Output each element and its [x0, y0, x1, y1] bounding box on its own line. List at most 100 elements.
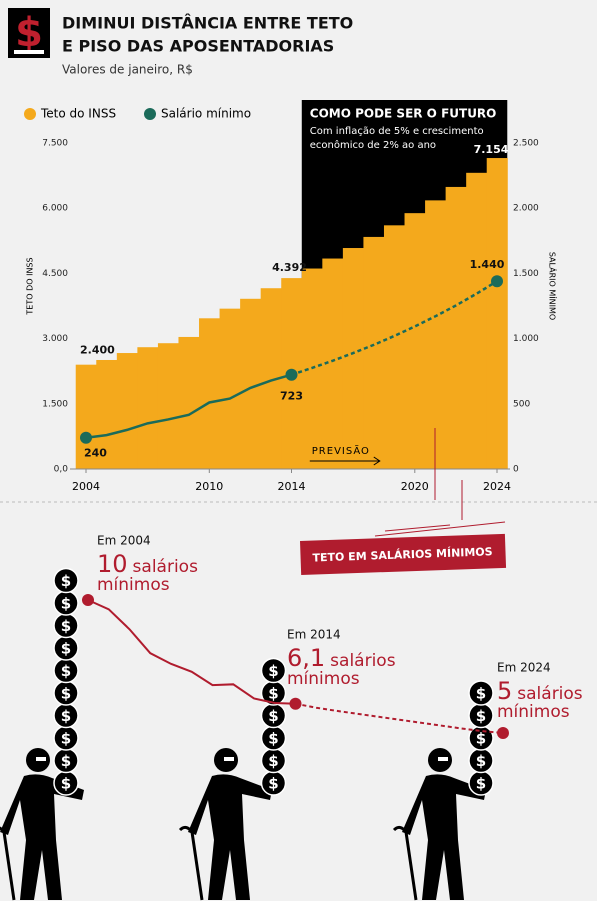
forecast-label: PREVISÃO	[312, 444, 370, 457]
y2-tick-label: 2.000	[513, 204, 539, 214]
coin-symbol: $	[61, 685, 71, 703]
x-tick-label: 2014	[278, 480, 306, 493]
arrow	[309, 456, 381, 466]
coin-symbol: $	[61, 595, 71, 613]
svg-text:$: $	[15, 10, 43, 56]
point	[289, 697, 302, 710]
ratio-line	[295, 702, 504, 734]
decor-line	[384, 524, 451, 532]
coin-symbol: $	[476, 730, 486, 748]
data-label: 240	[84, 447, 107, 460]
y2-tick-label: 1.000	[513, 334, 539, 344]
bar	[363, 236, 385, 469]
coin-symbol: $	[61, 617, 71, 635]
person-icon	[0, 748, 84, 901]
bar	[425, 200, 447, 469]
y2-tick-label: 500	[513, 399, 530, 409]
bar	[445, 186, 467, 469]
bar	[404, 213, 426, 469]
data-label: 4.392	[272, 261, 307, 274]
cane	[392, 825, 418, 901]
bar	[383, 225, 406, 469]
coin-symbol: $	[61, 662, 71, 680]
cane	[0, 826, 16, 901]
bar	[260, 288, 282, 469]
legend-label: Teto do INSS	[40, 107, 116, 121]
logo: $	[8, 8, 50, 58]
glasses	[36, 757, 46, 761]
x-tick-label: 2024	[483, 480, 511, 493]
bar	[486, 158, 508, 469]
bar	[178, 336, 200, 469]
forecast-text: Com inflação de 5% e crescimento	[310, 126, 484, 137]
glasses	[224, 757, 234, 761]
person-icon	[178, 748, 272, 901]
line	[291, 280, 498, 376]
unit-label: mínimos	[287, 669, 360, 689]
point	[491, 275, 503, 288]
bottom-chart: TETO EM SALÁRIOS MÍNIMOS $ $ $ $ $ $ $ $ $ $ $ $ $ $ $ $…	[0, 428, 583, 901]
y-tick-label: 3.000	[42, 334, 68, 344]
top-chart: COMO PODE SER O FUTURO Com inflação de 5%…	[24, 100, 559, 493]
bar	[240, 298, 262, 469]
x-tick-label: 2004	[72, 480, 100, 493]
y-tick-label: 4.500	[42, 269, 68, 279]
value-label: 5	[497, 677, 512, 705]
data-label: 723	[280, 390, 303, 403]
unit-label: mínimos	[97, 575, 170, 595]
coin	[468, 680, 494, 706]
y-tick-label: 7.500	[42, 139, 68, 149]
annotation-title: Em 2014	[287, 628, 341, 642]
coin-symbol: $	[268, 662, 278, 680]
forecast-title: COMO PODE SER O FUTURO	[310, 107, 497, 121]
coin-symbol: $	[61, 775, 71, 793]
banner: TETO EM SALÁRIOS MÍNIMOS	[300, 533, 507, 575]
bar	[219, 308, 241, 469]
coin	[53, 567, 79, 594]
coin-symbol: $	[61, 707, 71, 725]
glasses	[438, 757, 448, 761]
y-axis-title: TETO DO INSS	[26, 257, 35, 315]
coin-symbol: $	[268, 730, 278, 748]
bar	[466, 172, 488, 470]
coin-symbol: $	[268, 752, 278, 770]
point	[497, 727, 509, 739]
bar	[75, 364, 97, 469]
unit-label: salários	[330, 651, 396, 671]
coin-symbol: $	[476, 685, 486, 703]
coin-symbol: $	[476, 752, 486, 770]
data-label: 1.440	[470, 258, 505, 271]
coin-symbol: $	[476, 707, 486, 725]
title-line: E PISO DAS APOSENTADORIAS	[62, 37, 334, 56]
ratio-line	[87, 599, 296, 705]
value-label: 10	[97, 550, 128, 578]
y2-axis-title: SALÁRIO MÍNIMO	[548, 252, 559, 320]
point	[80, 431, 92, 444]
point	[285, 368, 298, 381]
banner-title: TETO EM SALÁRIOS MÍNIMOS	[312, 545, 493, 564]
coin-symbol: $	[268, 775, 278, 793]
point	[82, 594, 94, 606]
title-line: DIMINUI DISTÂNCIA ENTRE TETO	[62, 14, 353, 33]
x-tick-label: 2020	[401, 480, 429, 493]
coin-symbol: $	[476, 775, 486, 793]
x-tick-label: 2010	[195, 480, 223, 493]
coin-symbol: $	[61, 572, 71, 590]
data-label: 2.400	[80, 344, 115, 357]
bar	[322, 258, 344, 469]
y2-tick-label: 1.500	[513, 269, 539, 279]
person-icon	[392, 748, 486, 901]
value-label: 6,1	[287, 644, 325, 672]
bar	[137, 347, 159, 469]
y-tick-label: 6.000	[42, 204, 68, 214]
cane	[178, 825, 204, 901]
decor-line	[374, 521, 506, 537]
legend-label: Salário mínimo	[161, 107, 251, 121]
bar	[157, 343, 179, 469]
body	[0, 774, 84, 900]
line	[85, 373, 292, 439]
annotation-title: Em 2024	[497, 661, 551, 675]
legend-swatch	[24, 108, 36, 120]
